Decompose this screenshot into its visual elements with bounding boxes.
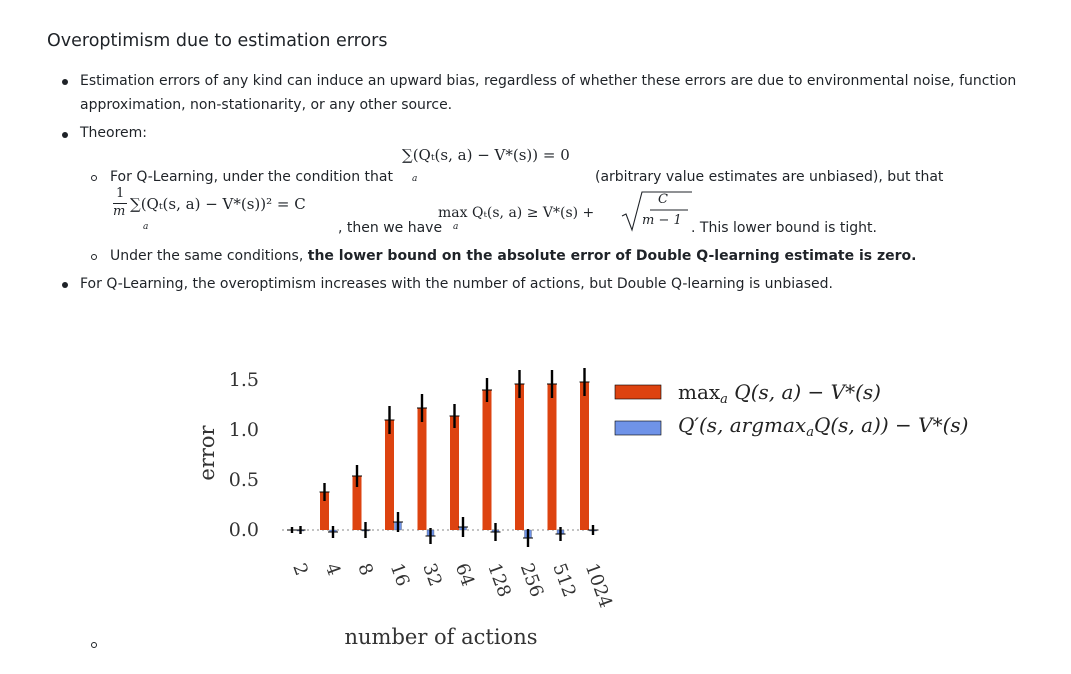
sqrt-denominator: m − 1 <box>642 213 682 228</box>
sub-bullet-circle <box>91 175 97 181</box>
chart-legend: maxa Q(s, a) − V*(s) Q′(s, argmaxaQ(s, a… <box>614 380 968 440</box>
bullet-dot <box>62 282 68 288</box>
red-bar <box>417 408 427 530</box>
sub-bullet-1-prefix: For Q-Learning, under the condition that <box>110 169 393 185</box>
y-tick-label: 0.5 <box>229 469 259 491</box>
theorem-label: Theorem: <box>80 125 148 141</box>
sub-bullet-1-mid: (arbitrary value estimates are unbiased)… <box>595 169 944 185</box>
y-tick-label: 1.0 <box>229 419 259 441</box>
x-tick-label: 4 <box>321 561 345 579</box>
variance-condition-formula: ∑(Qₜ(s, a) − V*(s))² = C <box>130 195 306 213</box>
bullet-dot <box>62 79 68 85</box>
fraction-denominator: m <box>113 204 126 219</box>
red-bar <box>385 420 394 530</box>
x-tick-label: 256 <box>516 561 547 600</box>
red-bar <box>450 416 459 530</box>
section-heading: Overoptimism due to estimation errors <box>47 31 388 51</box>
red-bar <box>352 476 362 530</box>
red-bar <box>580 382 589 530</box>
max-bound-formula: max Qₜ(s, a) ≥ V*(s) + <box>438 205 595 221</box>
x-tick-label: 1024 <box>581 561 616 611</box>
bullet-1-line-1: Estimation errors of any kind can induce… <box>80 73 1017 89</box>
sqrt-sign <box>621 191 692 232</box>
x-tick-label: 512 <box>548 561 579 600</box>
legend-swatch-blue <box>614 420 662 436</box>
sub-bullet-1-then: , then we have <box>338 220 443 236</box>
y-tick-label: 1.5 <box>229 369 259 391</box>
bullet-3: For Q-Learning, the overoptimism increas… <box>80 276 833 292</box>
red-bar <box>482 390 492 530</box>
x-tick-label: 32 <box>418 561 446 590</box>
x-tick-label: 2 <box>288 561 312 579</box>
condition-formula-subscript: a <box>412 174 418 184</box>
x-tick-label: 16 <box>386 561 414 590</box>
red-bar <box>547 384 557 530</box>
red-bar <box>320 492 329 530</box>
legend-swatch-red <box>614 384 662 400</box>
x-tick-label: 64 <box>451 561 479 590</box>
legend-label-blue: Q′(s, argmaxaQ(s, a)) − V*(s) <box>678 413 968 440</box>
bullet-dot <box>62 132 68 138</box>
x-axis-label: number of actions <box>344 625 537 649</box>
bullet-1-line-2: approximation, non-stationarity, or any … <box>80 97 453 113</box>
sub-bullet-2: Under the same conditions, the lower bou… <box>110 248 916 264</box>
fraction-numerator: 1 <box>116 186 125 201</box>
sqrt-numerator: C <box>658 192 668 207</box>
y-axis-label: error <box>195 424 219 480</box>
sub-bullet-2-bold: the lower bound on the absolute error of… <box>307 248 917 264</box>
sub-bullet-circle <box>91 254 97 260</box>
y-tick-label: 0.0 <box>229 519 259 541</box>
x-tick-label: 128 <box>483 561 514 600</box>
legend-label-red: maxa Q(s, a) − V*(s) <box>678 380 881 407</box>
fraction-bar <box>113 203 127 204</box>
x-tick-label: 8 <box>353 561 377 579</box>
red-bar <box>515 384 524 530</box>
sub-bullet-1-tail: . This lower bound is tight. <box>691 220 877 236</box>
condition-formula: ∑(Qₜ(s, a) − V*(s)) = 0 <box>402 146 570 164</box>
max-bound-subscript: a <box>453 222 459 232</box>
variance-formula-subscript: a <box>143 222 149 232</box>
sub-bullet-2-prefix: Under the same conditions, <box>110 248 304 264</box>
empty-sub-bullet-circle <box>91 642 97 648</box>
